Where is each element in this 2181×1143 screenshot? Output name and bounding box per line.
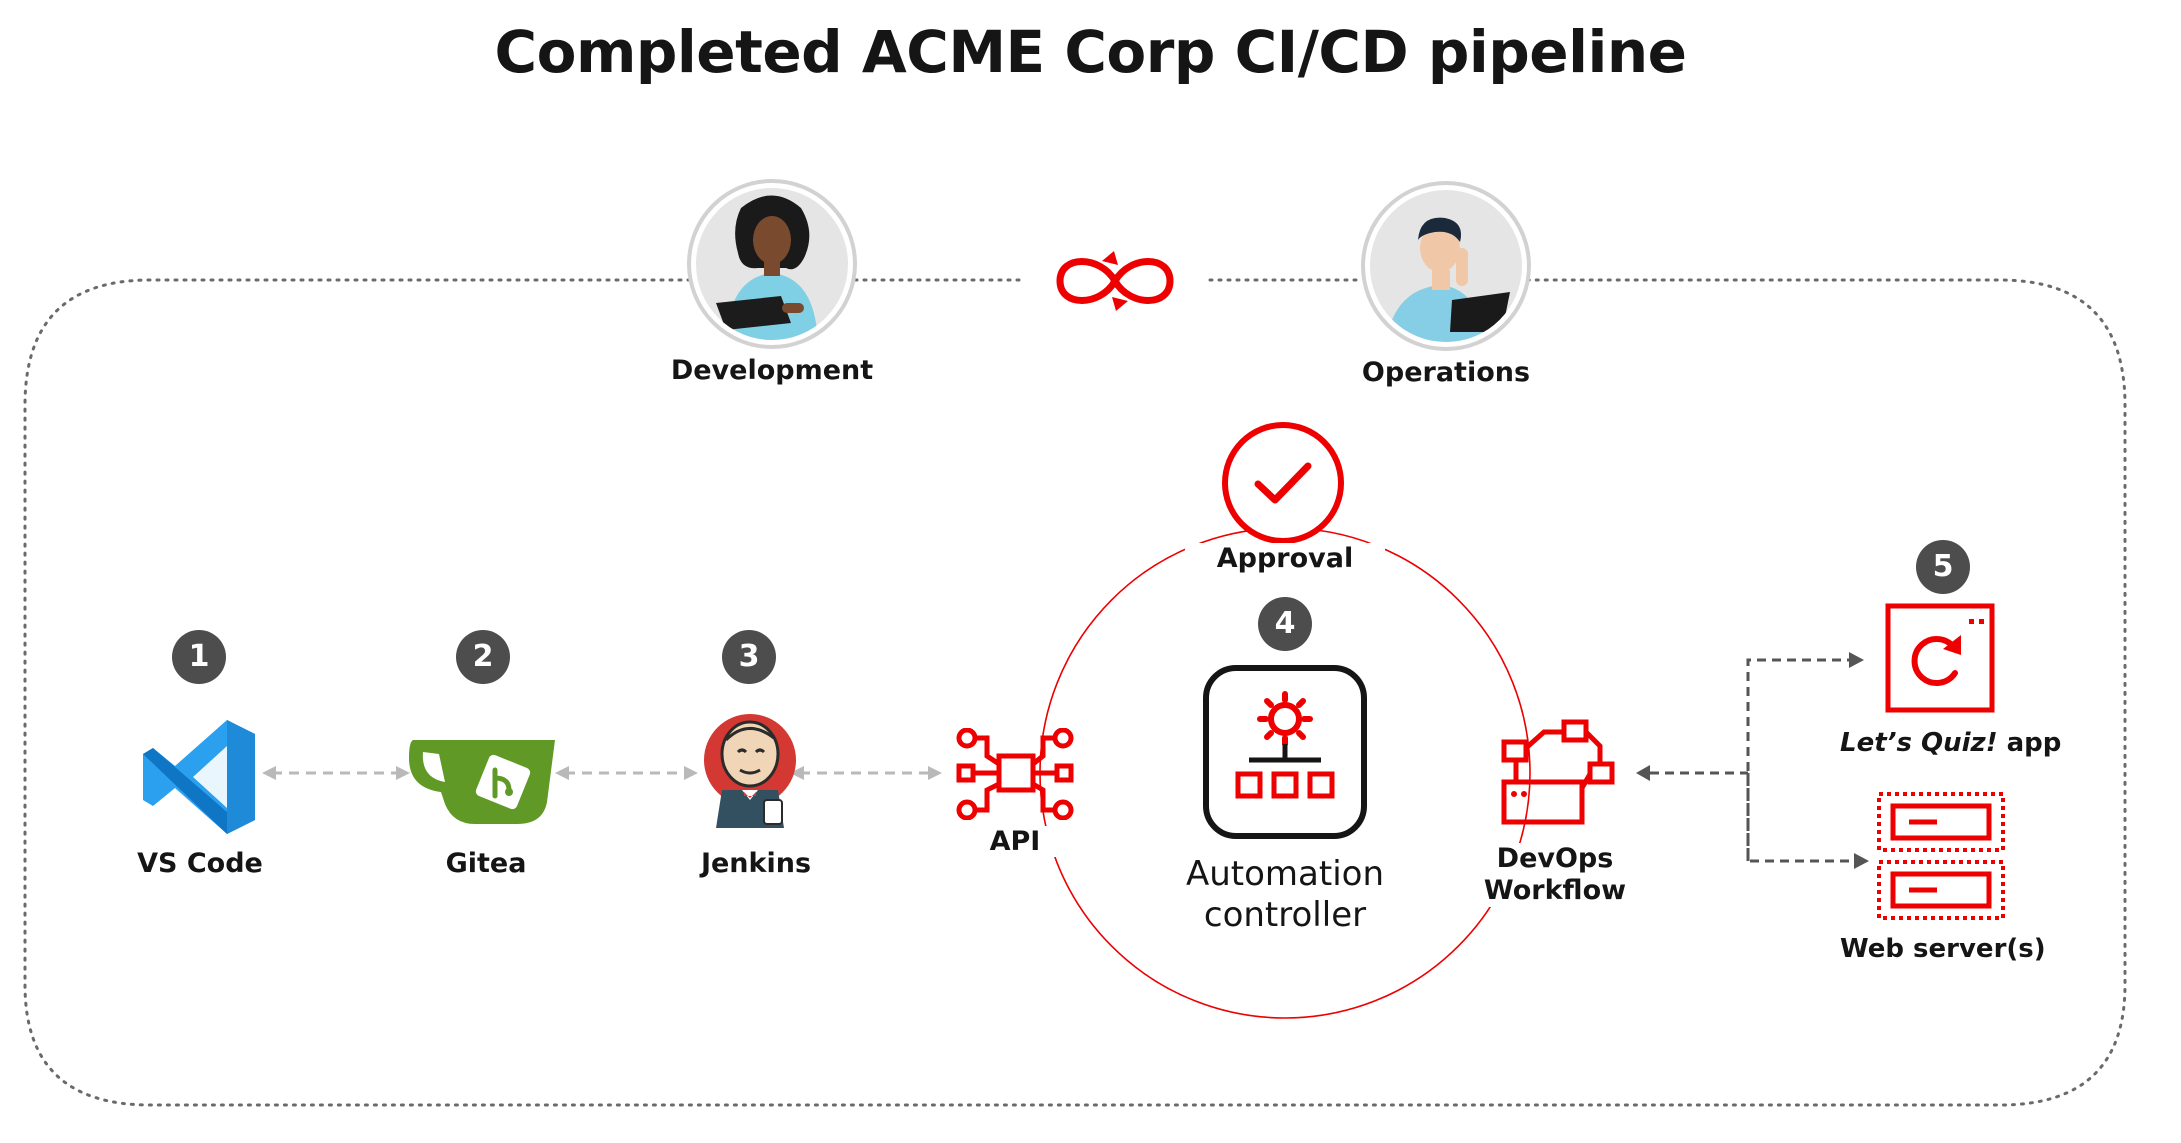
approval-label: Approval [1185, 543, 1385, 574]
operator-avatar [1360, 180, 1532, 352]
web-servers-label: Web server(s) [1840, 934, 2046, 964]
controller-label-line1: Automation [1185, 854, 1385, 894]
server-rack-icon [1875, 790, 2007, 922]
tool-link-arrowheads [262, 766, 942, 780]
step-badge-3: 3 [722, 630, 776, 684]
jenkins-icon [698, 710, 802, 830]
automation-controller-icon [1202, 664, 1368, 840]
controller-label: Automation controller [1135, 854, 1435, 936]
workflow-label: DevOps Workflow [1455, 843, 1655, 907]
gitea-icon [405, 722, 567, 832]
api-label: API [965, 826, 1065, 857]
refresh-app-icon [1885, 603, 1995, 713]
target-links [1650, 658, 1855, 863]
workflow-label-line2: Workflow [1483, 875, 1627, 906]
workflow-icon [1500, 718, 1618, 828]
automation-gear-icon [1249, 691, 1321, 763]
environment-boundary [23, 278, 2127, 1107]
development-label: Development [670, 355, 874, 386]
quiz-app-suffix: app [1997, 728, 2062, 758]
workflow-label-line1: DevOps [1496, 843, 1614, 874]
api-icon [955, 727, 1075, 821]
step-badge-2: 2 [456, 630, 510, 684]
jenkins-label: Jenkins [700, 848, 812, 879]
step-badge-1: 1 [172, 630, 226, 684]
infinity-loop-icon [1050, 245, 1180, 317]
operations-label: Operations [1361, 357, 1531, 388]
step-badge-5: 5 [1916, 540, 1970, 594]
quiz-app-label: Let’s Quiz! app [1840, 728, 2061, 758]
page-title: Completed ACME Corp CI/CD pipeline [494, 18, 1687, 86]
gitea-label: Gitea [445, 848, 527, 879]
step-badge-4: 4 [1258, 597, 1312, 651]
target-link-arrowheads [1636, 652, 1869, 869]
vscode-label: VS Code [137, 848, 263, 879]
vscode-icon [135, 712, 265, 842]
controller-label-line2: controller [1203, 895, 1367, 935]
checkmark-icon [1220, 420, 1346, 546]
quiz-app-name: Let’s Quiz! [1840, 728, 1998, 758]
developer-avatar [686, 178, 858, 350]
